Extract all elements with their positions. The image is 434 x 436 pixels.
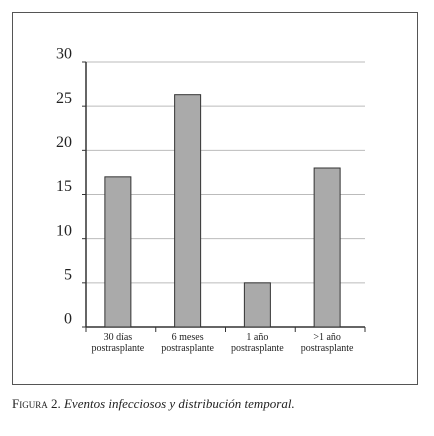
y-tick-label: 10 <box>56 222 72 239</box>
bar <box>174 94 202 328</box>
caption-label: Figura 2. <box>12 396 61 411</box>
x-tick-label: 6 meses postrasplante <box>161 332 214 354</box>
caption: Figura 2. Eventos infecciosos y distribu… <box>12 396 295 412</box>
y-tick-label: 20 <box>56 134 72 151</box>
bar <box>104 176 132 328</box>
y-tick-label: 5 <box>64 267 72 284</box>
x-tick-label: >1 año postrasplante <box>300 332 354 354</box>
y-tick-label: 30 <box>56 46 72 63</box>
frame <box>12 12 418 385</box>
bar <box>313 167 341 328</box>
x-tick-label: 30 días postrasplante <box>91 332 145 354</box>
x-tick-label: 1 año postrasplante <box>230 332 284 354</box>
caption-text: Eventos infecciosos y distribución tempo… <box>63 396 295 411</box>
y-tick-label: 25 <box>56 90 72 107</box>
bar <box>243 282 271 328</box>
y-tick-label: 0 <box>64 311 72 328</box>
y-tick-label: 15 <box>56 178 72 195</box>
